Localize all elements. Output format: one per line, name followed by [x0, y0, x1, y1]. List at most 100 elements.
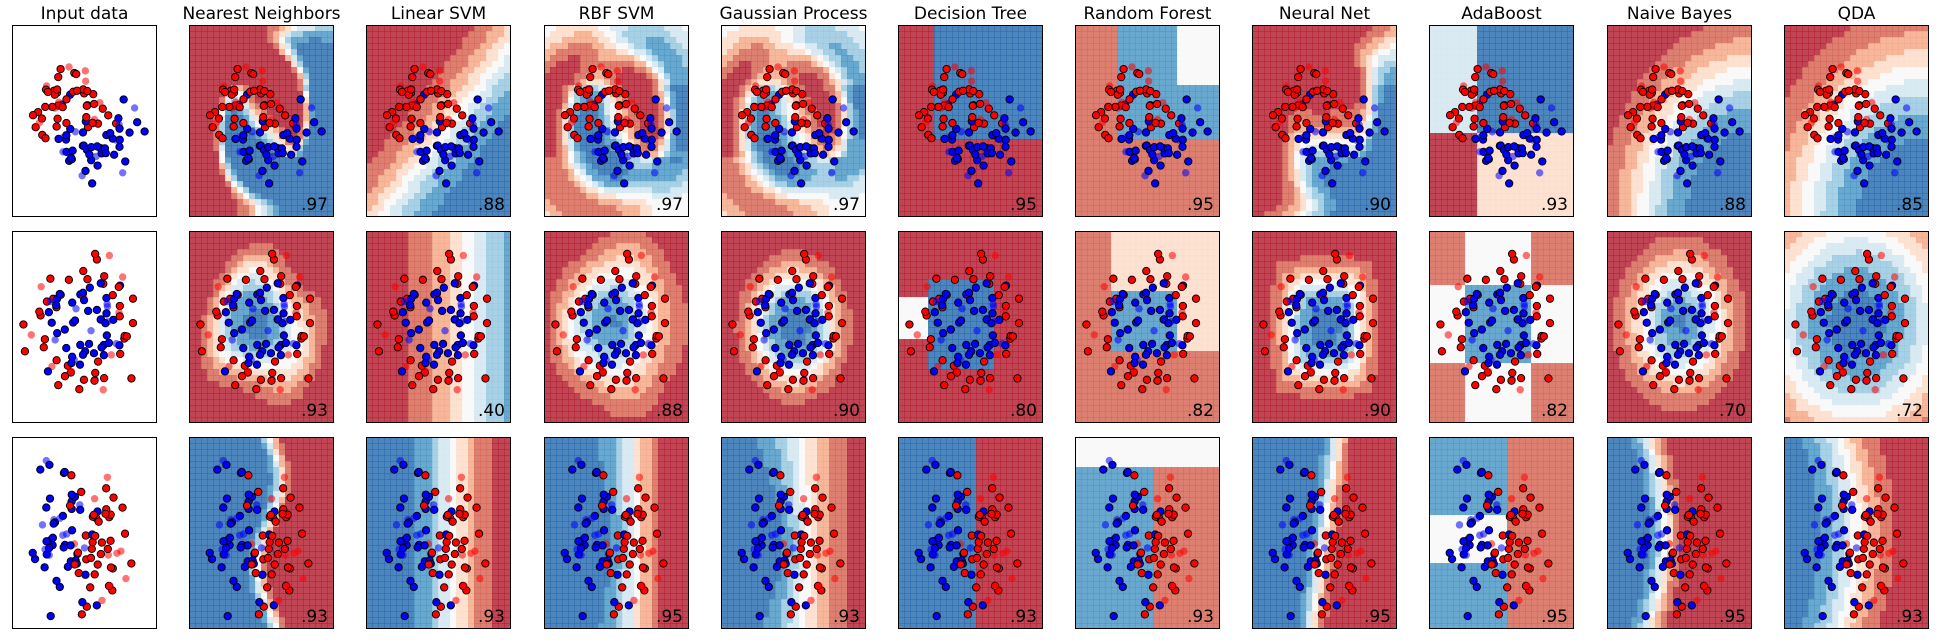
train-point — [1866, 517, 1875, 526]
test-point — [1878, 582, 1886, 590]
test-point — [80, 544, 89, 552]
train-point — [1838, 541, 1847, 550]
train-point — [1276, 465, 1285, 474]
test-point — [1008, 574, 1016, 583]
train-point — [78, 598, 87, 607]
panel-r1-c5: .80 — [898, 231, 1043, 423]
train-point — [1519, 331, 1528, 340]
train-point — [417, 562, 427, 571]
test-point — [613, 77, 622, 85]
train-point — [1691, 279, 1700, 288]
train-point — [776, 471, 785, 480]
train-point — [1445, 548, 1454, 558]
test-point — [1818, 297, 1827, 306]
train-point — [927, 134, 936, 143]
train-point — [824, 301, 834, 311]
train-point — [424, 560, 433, 569]
data-points — [1268, 456, 1376, 621]
test-point — [1871, 386, 1879, 394]
train-point — [1469, 356, 1478, 365]
train-point — [46, 611, 55, 621]
column-title-3: RBF SVM — [579, 4, 655, 24]
train-point — [1532, 135, 1541, 144]
train-point — [1523, 536, 1532, 545]
test-point — [945, 148, 953, 156]
train-point — [615, 275, 624, 284]
train-point — [1715, 529, 1725, 538]
train-point — [1304, 275, 1314, 284]
train-point — [1342, 309, 1351, 318]
train-point — [1670, 360, 1680, 369]
train-point — [442, 118, 451, 128]
train-point — [1275, 307, 1284, 316]
test-point — [923, 282, 931, 291]
train-point — [926, 335, 936, 344]
test-point — [204, 331, 212, 339]
train-point — [1504, 544, 1513, 554]
data-points — [560, 63, 681, 188]
train-point — [1138, 360, 1148, 369]
train-point — [1510, 357, 1520, 366]
train-point — [761, 576, 770, 586]
test-point — [51, 336, 59, 344]
train-point — [976, 249, 986, 259]
train-point — [806, 343, 815, 352]
train-point — [1875, 544, 1884, 554]
test-point — [1676, 77, 1685, 85]
test-point — [569, 282, 577, 291]
test-point — [1853, 77, 1862, 85]
test-point — [577, 551, 585, 559]
train-point — [1859, 544, 1868, 554]
test-point — [993, 351, 1002, 359]
train-point — [1123, 467, 1132, 477]
train-point — [78, 288, 88, 297]
train-point — [448, 517, 457, 526]
train-point — [1663, 298, 1672, 307]
train-point — [396, 503, 405, 512]
train-point — [1688, 560, 1697, 569]
train-point — [1674, 266, 1683, 276]
train-point — [304, 559, 313, 568]
test-point — [1702, 351, 1711, 359]
train-point — [976, 376, 985, 385]
train-point — [1860, 118, 1869, 128]
train-point — [1185, 332, 1195, 341]
train-point — [798, 99, 808, 109]
test-point — [99, 386, 107, 394]
train-point — [1861, 349, 1871, 358]
test-point — [1890, 169, 1899, 177]
test-point — [1462, 551, 1470, 559]
train-point — [1636, 134, 1645, 143]
train-point — [244, 490, 253, 499]
test-point — [1101, 521, 1110, 529]
score-label: .82 — [1187, 401, 1214, 421]
train-point — [1505, 179, 1514, 188]
train-point — [1484, 526, 1494, 535]
test-point — [774, 63, 782, 71]
test-point — [1507, 495, 1516, 503]
test-point — [1524, 351, 1533, 359]
train-point — [831, 332, 841, 341]
train-point — [802, 560, 811, 569]
train-point — [793, 339, 803, 349]
test-point — [1707, 340, 1716, 348]
train-point — [1855, 86, 1864, 96]
train-point — [64, 275, 74, 284]
train-point — [634, 331, 643, 340]
test-point — [1168, 251, 1177, 260]
train-point — [1293, 328, 1302, 338]
test-point — [1685, 495, 1694, 503]
train-point — [1834, 343, 1843, 353]
test-point — [827, 273, 836, 281]
test-point — [790, 77, 799, 85]
train-point — [439, 283, 448, 292]
train-point — [444, 249, 454, 259]
train-point — [1130, 490, 1139, 499]
train-point — [239, 343, 248, 353]
train-point — [254, 487, 263, 497]
test-point — [430, 501, 438, 509]
train-point — [1358, 503, 1367, 512]
train-point — [292, 301, 302, 311]
train-point — [1178, 142, 1187, 151]
test-point — [812, 473, 821, 481]
